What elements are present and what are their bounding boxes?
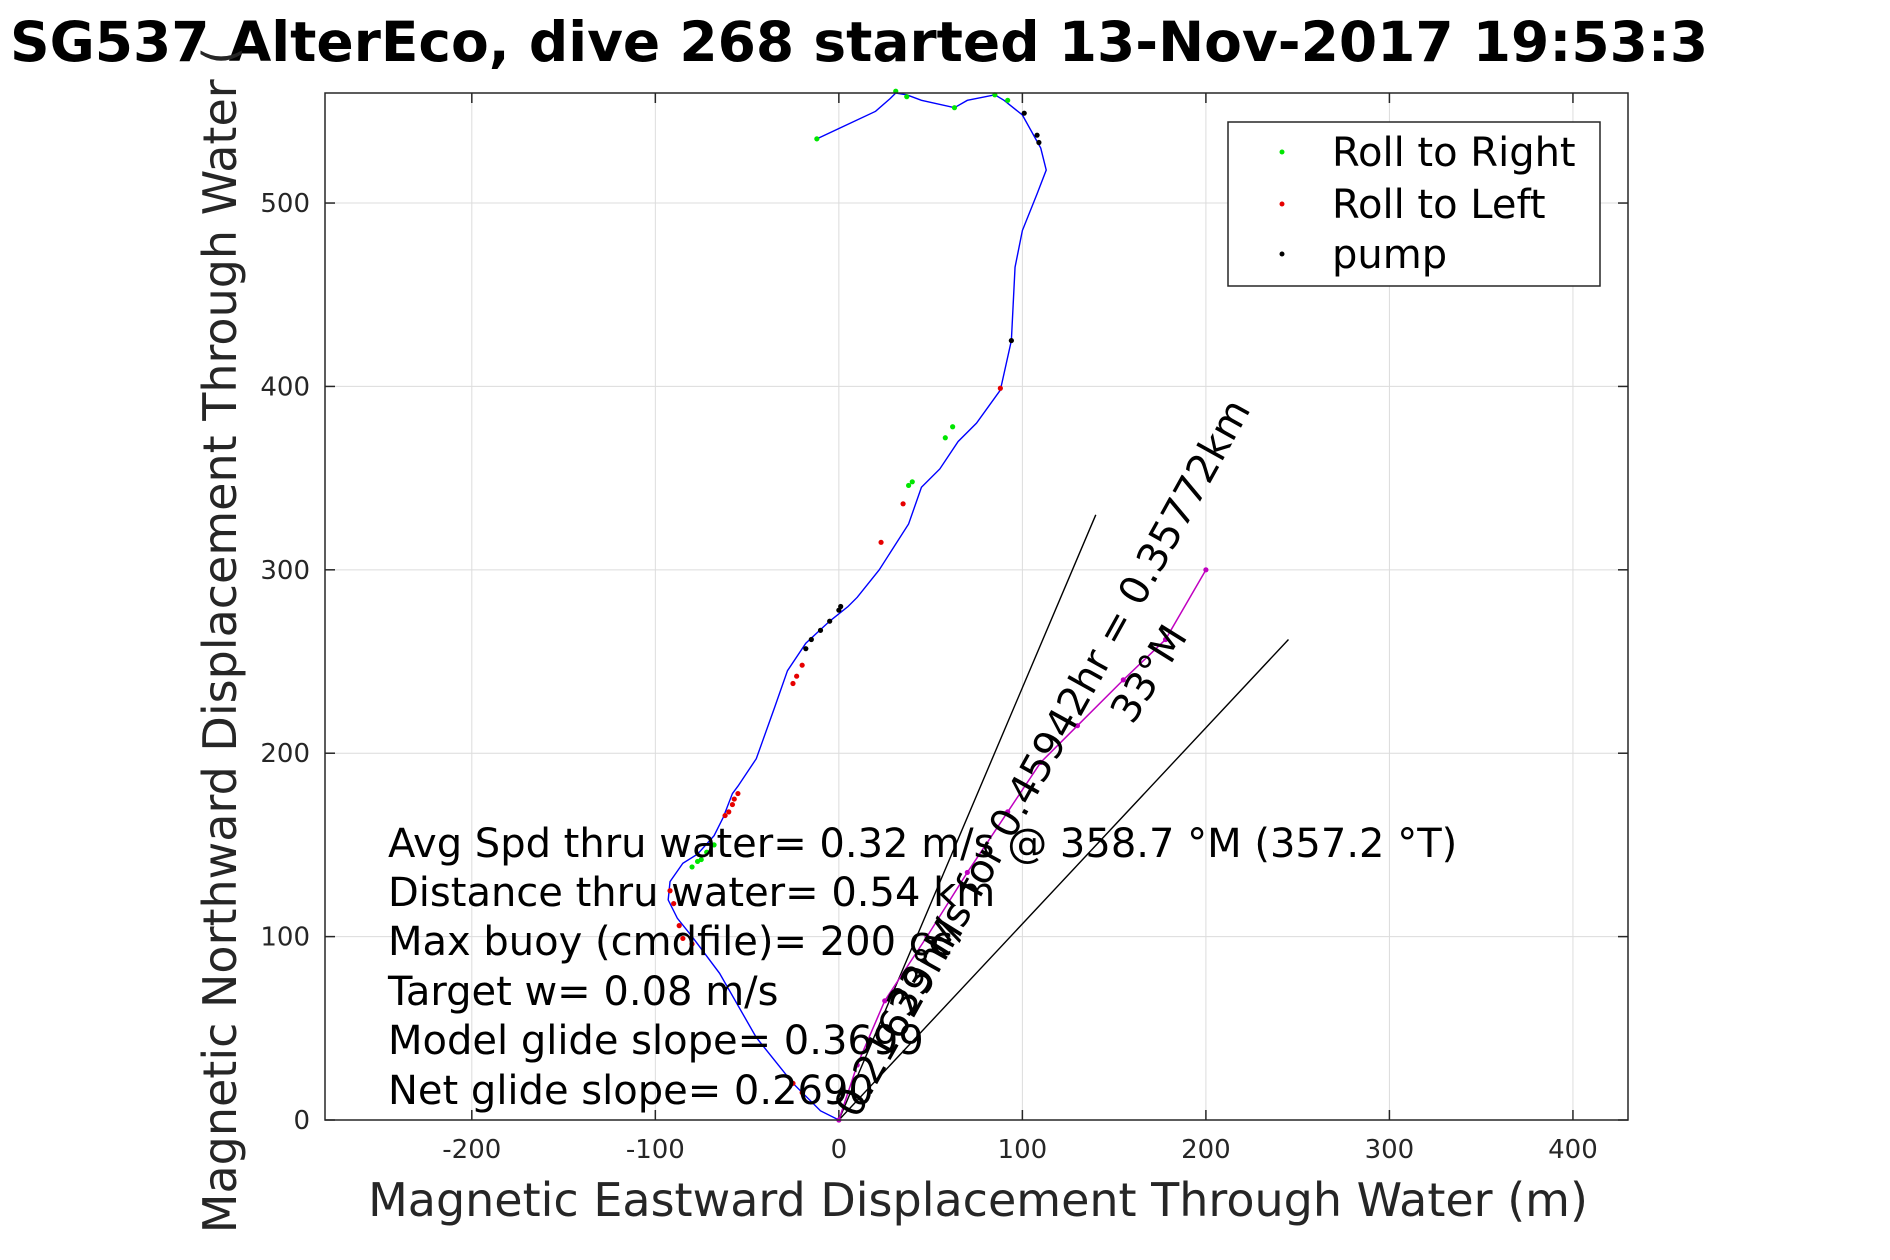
roll-left-point [680, 935, 686, 942]
roll-left-point [722, 812, 728, 819]
roll-right-point [942, 435, 948, 441]
pump-point [1008, 337, 1014, 344]
x-tick-label: 0 [831, 1135, 848, 1165]
pump-point [803, 646, 809, 652]
roll-right-point [814, 136, 820, 142]
tick-labels: -200 -100 0 100 200 300 400 0 100 200 300 400 500 [260, 189, 1597, 1165]
dive-point [1074, 723, 1081, 729]
roll-left-point [731, 796, 737, 802]
roll-right-point [905, 482, 912, 489]
dive-point [1203, 567, 1209, 573]
roll-left-point [689, 941, 695, 947]
y-tick-label: 400 [260, 372, 310, 402]
y-tick-label: 100 [260, 923, 310, 953]
legend-marker-roll-left [1279, 201, 1285, 207]
roll-left-point [997, 385, 1003, 391]
roll-right-point [950, 424, 956, 430]
dive-point [1005, 809, 1011, 815]
roll-left-point [878, 539, 884, 545]
pump-point [1034, 132, 1040, 138]
roll-left-point [799, 1089, 805, 1096]
y-axis-label: Magnetic Northward Displacement Through … [193, 47, 247, 1233]
legend-label-roll-left: Roll to Left [1332, 182, 1546, 228]
roll-right-point [904, 94, 910, 100]
dive-point [1038, 759, 1044, 765]
x-tick-label: 200 [1181, 1135, 1231, 1165]
dive-point [1120, 677, 1126, 683]
roll-left-point [794, 673, 800, 679]
roll-left-point [735, 790, 741, 797]
series-layer [667, 88, 1289, 1123]
y-tick-label: 0 [293, 1106, 310, 1136]
roll-right-point [909, 479, 915, 485]
roll-left-point [671, 900, 677, 907]
roll-right-point [694, 858, 701, 865]
roll-right-point [704, 849, 710, 855]
pump-point [1036, 139, 1042, 146]
roll-right-point [689, 864, 695, 870]
annotation-target-w: Target w= 0.08 m/s [387, 969, 778, 1015]
roll-left-point [799, 662, 805, 668]
dive-point [1162, 636, 1169, 643]
x-tick-label: 300 [1365, 1135, 1415, 1165]
bearing-line [838, 639, 1289, 1121]
x-tick-label: 100 [998, 1135, 1048, 1165]
dive-point [854, 1062, 860, 1068]
roll-right-point [951, 105, 958, 111]
roll-left-point [790, 680, 796, 687]
annotation-max-buoy: Max buoy (cmdfile)= 200 cc [388, 919, 953, 965]
roll-right-point [1005, 97, 1011, 103]
plot-frame [324, 92, 1629, 1121]
x-tick-label: 400 [1548, 1135, 1598, 1165]
legend-label-roll-right: Roll to Right [1332, 130, 1576, 176]
pump-point [1021, 110, 1027, 116]
pump-point [808, 636, 814, 643]
x-tick-label: -100 [626, 1135, 685, 1165]
annotation-distance: Distance thru water= 0.54 km [388, 870, 995, 916]
legend-marker-pump [1279, 251, 1285, 257]
pump-point [827, 618, 833, 624]
annotation-model-glide: Model glide slope= 0.3699 [388, 1018, 924, 1064]
dive-point [964, 869, 970, 876]
bearing-line [838, 514, 1097, 1121]
dive-point [882, 998, 888, 1004]
roll-left-point [900, 501, 906, 507]
dive-point [924, 934, 930, 940]
y-tick-label: 200 [260, 739, 310, 769]
pump-point [836, 607, 842, 613]
roll-left-point [667, 888, 673, 894]
x-axis-label: Magnetic Eastward Displacement Through W… [368, 1173, 1588, 1227]
stats-annotations: Avg Spd thru water= 0.32 m/s @ 358.7 °M … [387, 821, 1457, 1114]
roll-left-point [729, 801, 736, 808]
annotation-net-glide: Net glide slope= 0.2690 [388, 1068, 874, 1114]
legend: Roll to Right Roll to Left pump [1227, 121, 1601, 287]
legend-label-pump: pump [1332, 232, 1447, 278]
legend-marker-roll-right [1279, 149, 1285, 155]
track-line [667, 92, 1047, 1121]
pump-point [817, 627, 824, 633]
chart-title: SG537 AlterEco, dive 268 started 13-Nov-… [10, 10, 1708, 74]
roll-left-point [676, 923, 682, 929]
x-tick-label: -200 [442, 1135, 501, 1165]
y-tick-label: 500 [260, 189, 310, 219]
y-tick-label: 300 [260, 556, 310, 586]
roll-left-point [726, 809, 732, 815]
annotation-avg-speed: Avg Spd thru water= 0.32 m/s @ 358.7 °M … [388, 821, 1457, 867]
roll-right-point [711, 842, 717, 848]
roll-left-point [790, 1080, 796, 1086]
legend-box [1227, 121, 1601, 287]
